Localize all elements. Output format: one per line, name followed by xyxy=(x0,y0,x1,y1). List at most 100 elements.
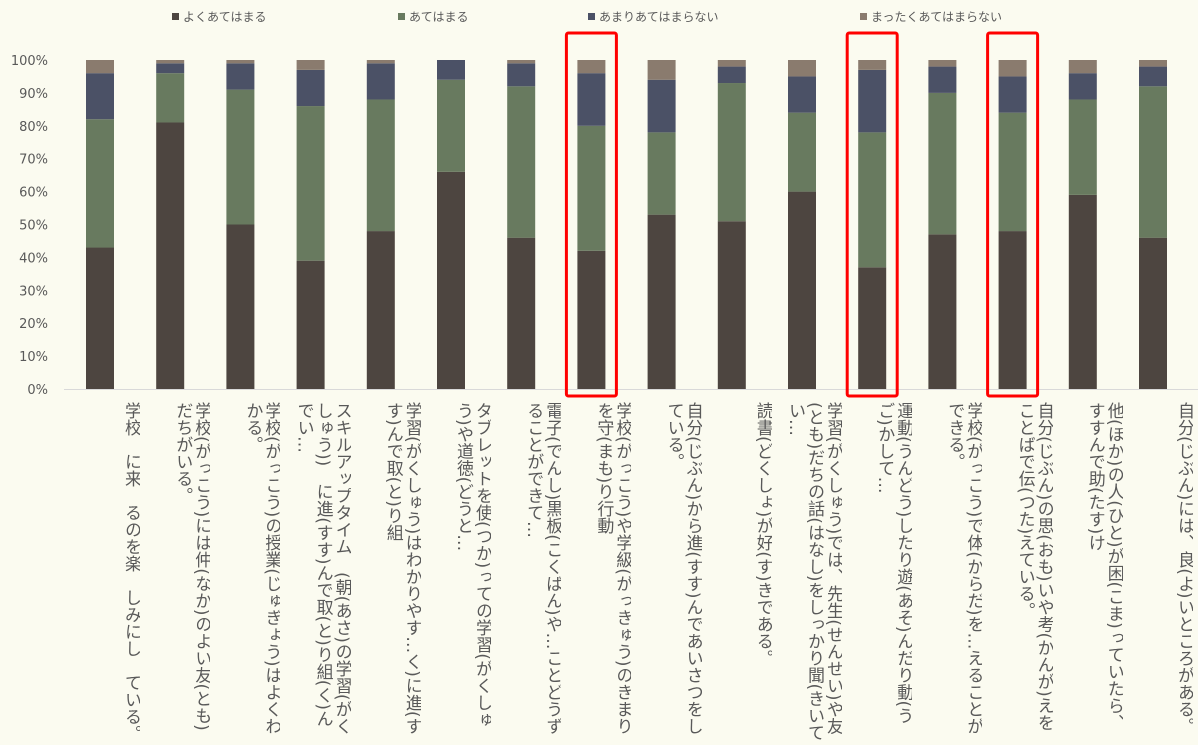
highlight-box xyxy=(845,31,899,398)
bar-segment xyxy=(507,63,536,87)
bar-segment xyxy=(928,92,957,235)
legend-label: あまりあてはまらない xyxy=(599,10,719,24)
bar-segment xyxy=(1068,73,1097,100)
bar-segment xyxy=(577,250,606,389)
bar-segment xyxy=(226,63,255,90)
bar-segment xyxy=(788,112,816,192)
category-label: 学校(がっこう)で体(からだ)を…えることができる。 xyxy=(944,402,983,735)
bar-segment xyxy=(156,63,185,74)
category-label: 自分(じぶん)の思(おも)いや考(かんが)えをことばで伝(つた)えている。 xyxy=(1014,402,1053,731)
bar-segment xyxy=(156,60,185,64)
bar-segment xyxy=(928,234,957,389)
bar-segment xyxy=(577,73,606,126)
bar-segment xyxy=(647,60,676,80)
y-tick-label: 50% xyxy=(19,219,48,234)
highlight-box xyxy=(564,31,618,398)
bar-segment xyxy=(226,89,255,225)
bar-segment xyxy=(998,231,1027,389)
y-tick-label: 40% xyxy=(19,251,48,266)
bar-segment xyxy=(858,132,887,268)
bar-segment xyxy=(86,73,114,120)
category-label: 運動(うんどう)したり遊(あそ)んだり動(うご)かして… xyxy=(874,402,913,725)
bar-segment xyxy=(86,119,114,248)
bar-segment xyxy=(1139,237,1167,389)
bar-segment xyxy=(86,247,114,389)
category-label: 学習(がくしゅう)では、先生(せんせい)や友(とも)だちの話(はなし)をしっかり… xyxy=(785,402,842,742)
category-label: 他(ほか)の人(ひと)が困(こま)っていたら、すすんで助(たす)け xyxy=(1084,402,1123,731)
bar-segment xyxy=(1068,194,1097,389)
bar-segment xyxy=(296,69,325,107)
legend-label: よくあてはまる xyxy=(183,10,267,24)
y-tick-label: 80% xyxy=(19,120,48,135)
bar-segment xyxy=(647,214,676,389)
bar-segment xyxy=(226,224,255,389)
category-label: 外国語活動(がいこくごかつどう)の授業(じゅぎょう)は楽(たのしい。 xyxy=(1183,402,1198,742)
legend-swatch xyxy=(398,13,405,20)
highlight-box xyxy=(986,31,1040,398)
category-label: 学校(がっこう)や学級(がっきゅう)のきまりを守(まも)り行動 xyxy=(593,402,632,735)
bar-segment xyxy=(507,60,536,64)
legend-label: まったくあてはまらない xyxy=(871,10,1002,24)
y-tick-label: 90% xyxy=(19,87,48,102)
bar-segment xyxy=(437,60,465,80)
bar-segment xyxy=(998,60,1027,77)
bar-segment xyxy=(717,66,746,84)
legend-swatch xyxy=(860,13,867,20)
bar-segment xyxy=(717,83,746,222)
category-label: タブレットを使(つか)っての学習(がくしゅう)や道徳(どうと… xyxy=(453,402,491,728)
category-label: 学習(がくしゅう)はわかりやす…く)に進(すす)んで取(と)り組 xyxy=(382,402,421,735)
bar-segment xyxy=(577,60,606,74)
bar-segment xyxy=(366,231,395,389)
bar-segment xyxy=(858,69,887,133)
y-tick-label: 10% xyxy=(19,350,48,365)
bar-segment xyxy=(928,60,957,67)
bar-segment xyxy=(156,73,185,123)
bar-segment xyxy=(437,171,465,389)
category-label: 学校(がっこう)の授業(じゅぎょう)はよくわかる。 xyxy=(242,402,281,735)
bar-segment xyxy=(647,79,676,133)
bar-segment xyxy=(858,267,887,389)
bar-segment xyxy=(296,60,325,70)
legend-swatch xyxy=(588,13,595,20)
bar-segment xyxy=(998,112,1027,232)
bar-segment xyxy=(1139,66,1167,87)
category-label: 自分(じぶん)から進(すす)んであいさつをしている。 xyxy=(663,402,702,735)
legend-swatch xyxy=(172,13,179,20)
bar-segment xyxy=(717,221,746,389)
bar-segment xyxy=(858,60,887,70)
category-label: 読書(どくしょ)が好(す)きである。 xyxy=(752,402,772,667)
bar-segment xyxy=(366,63,395,100)
category-label: 自分(じぶん)には、良(よ)いところがある。 xyxy=(1174,402,1193,735)
bar-segment xyxy=(1139,60,1167,67)
legend-label: あてはまる xyxy=(409,10,469,24)
bar-segment xyxy=(717,60,746,67)
category-label: 学校 に来 るのを楽 しみにし ている。 xyxy=(121,402,140,742)
bar-segment xyxy=(1068,60,1097,74)
y-tick-label: 100% xyxy=(11,54,48,69)
bar-segment xyxy=(226,60,255,64)
bar-segment xyxy=(86,60,114,74)
bar-segment xyxy=(437,79,465,172)
y-tick-label: 0% xyxy=(27,383,48,398)
bar-segment xyxy=(296,260,325,389)
bar-segment xyxy=(788,60,816,77)
bar-segment xyxy=(928,66,957,93)
bar-segment xyxy=(507,237,536,389)
bar-segment xyxy=(647,132,676,215)
bar-segment xyxy=(788,76,816,113)
bar-segment xyxy=(366,60,395,64)
bar-segment xyxy=(998,76,1027,113)
category-label: 学校(がっこう)には仲(なか)のよい友(とも)だちがいる。 xyxy=(172,402,211,731)
bar-segment xyxy=(507,86,536,238)
bar-segment xyxy=(1068,99,1097,195)
y-tick-label: 70% xyxy=(19,153,48,168)
bar-segment xyxy=(577,125,606,251)
bar-segment xyxy=(296,106,325,261)
y-tick-label: 20% xyxy=(19,317,48,332)
chart-canvas: 0% 10% 20% 30% 40% 50% 60% 70% 80% 90% 100% よくあてはまる… xyxy=(11,10,1198,398)
bar-segment xyxy=(366,99,395,232)
bar-segment xyxy=(788,191,816,389)
bar-segment xyxy=(1139,86,1167,238)
bar-segment xyxy=(156,122,185,389)
